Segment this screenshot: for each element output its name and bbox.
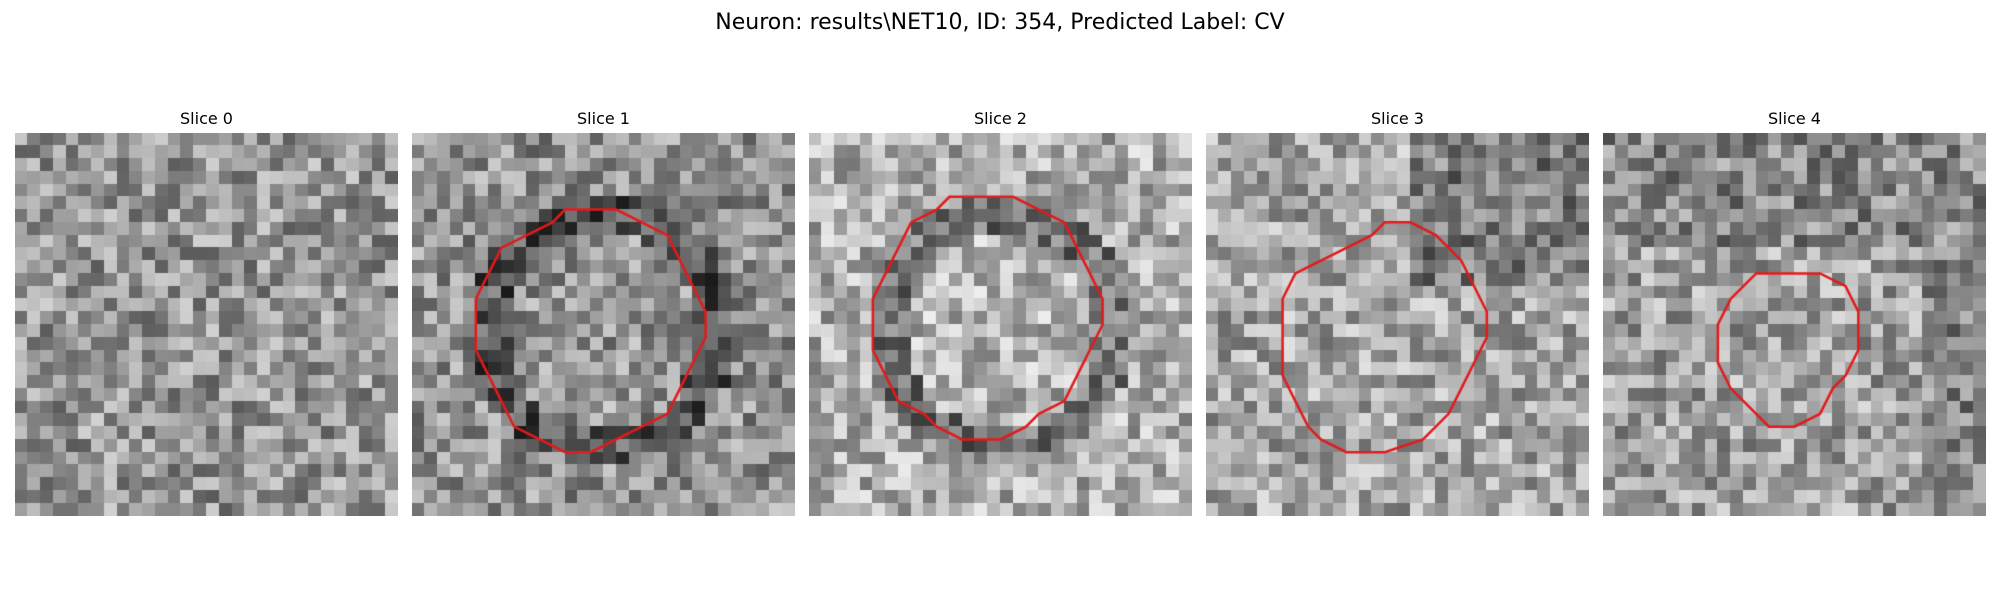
slice-title: Slice 0 bbox=[180, 109, 233, 128]
slice-image bbox=[809, 133, 1192, 516]
slice-image bbox=[1603, 133, 1986, 516]
slice-image bbox=[15, 133, 398, 516]
slice-panel-2: Slice 2 bbox=[809, 108, 1192, 516]
slice-title: Slice 1 bbox=[577, 109, 630, 128]
slice-title: Slice 2 bbox=[974, 109, 1027, 128]
figure-title: Neuron: results\NET10, ID: 354, Predicte… bbox=[715, 10, 1285, 35]
slice-title: Slice 4 bbox=[1768, 109, 1821, 128]
slice-panel-4: Slice 4 bbox=[1603, 108, 1986, 516]
slice-title: Slice 3 bbox=[1371, 109, 1424, 128]
slice-panel-1: Slice 1 bbox=[412, 108, 795, 516]
slice-image bbox=[1206, 133, 1589, 516]
slice-panel-0: Slice 0 bbox=[15, 108, 398, 516]
slice-panel-3: Slice 3 bbox=[1206, 108, 1589, 516]
slice-image bbox=[412, 133, 795, 516]
